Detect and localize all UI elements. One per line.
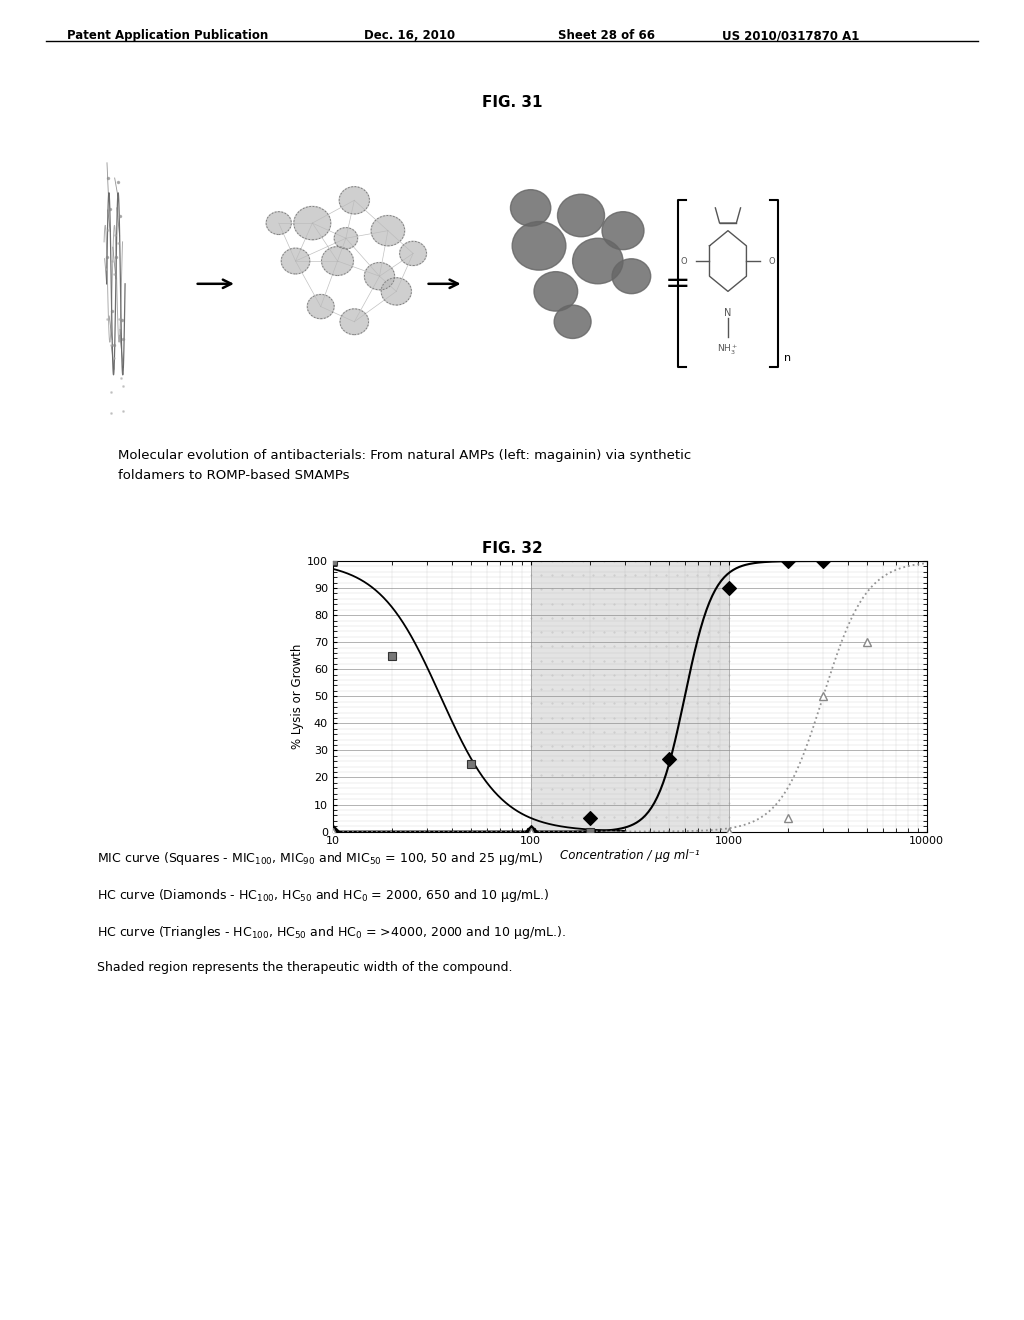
Text: Sheet 28 of 66: Sheet 28 of 66	[558, 29, 655, 42]
Circle shape	[282, 248, 310, 275]
Circle shape	[381, 277, 412, 305]
Text: HC curve (Triangles - HC$_{100}$, HC$_{50}$ and HC$_{0}$ = >4000, 2000 and 10 μg: HC curve (Triangles - HC$_{100}$, HC$_{5…	[97, 924, 566, 941]
Text: O: O	[681, 256, 687, 265]
Text: US 2010/0317870 A1: US 2010/0317870 A1	[722, 29, 859, 42]
X-axis label: Concentration / μg ml⁻¹: Concentration / μg ml⁻¹	[560, 849, 699, 862]
Circle shape	[511, 190, 551, 226]
Circle shape	[602, 211, 644, 249]
Circle shape	[334, 227, 357, 249]
Circle shape	[294, 206, 331, 240]
Text: O: O	[768, 256, 775, 265]
Text: Patent Application Publication: Patent Application Publication	[67, 29, 268, 42]
Text: MIC curve (Squares - MIC$_{100}$, MIC$_{90}$ and MIC$_{50}$ = 100, 50 and 25 μg/: MIC curve (Squares - MIC$_{100}$, MIC$_{…	[97, 850, 544, 867]
Text: Molecular evolution of antibacterials: From natural AMPs (left: magainin) via sy: Molecular evolution of antibacterials: F…	[118, 449, 691, 462]
Circle shape	[339, 186, 370, 214]
Text: foldamers to ROMP-based SMAMPs: foldamers to ROMP-based SMAMPs	[118, 469, 349, 482]
Text: n: n	[784, 354, 792, 363]
Text: N: N	[724, 308, 732, 318]
Circle shape	[371, 215, 404, 246]
Bar	[530, 561, 729, 832]
Circle shape	[322, 247, 353, 276]
Text: HC curve (Diamonds - HC$_{100}$, HC$_{50}$ and HC$_{0}$ = 2000, 650 and 10 μg/mL: HC curve (Diamonds - HC$_{100}$, HC$_{50…	[97, 887, 550, 904]
Text: Shaded region represents the therapeutic width of the compound.: Shaded region represents the therapeutic…	[97, 961, 513, 974]
Circle shape	[534, 272, 578, 312]
Text: NH$_3^+$: NH$_3^+$	[718, 343, 738, 358]
Text: FIG. 32: FIG. 32	[481, 541, 543, 556]
Circle shape	[399, 242, 427, 265]
Y-axis label: % Lysis or Growth: % Lysis or Growth	[291, 644, 304, 748]
Circle shape	[612, 259, 650, 293]
Circle shape	[266, 211, 291, 235]
Circle shape	[365, 263, 394, 290]
Text: FIG. 31: FIG. 31	[481, 95, 543, 110]
Text: Dec. 16, 2010: Dec. 16, 2010	[364, 29, 455, 42]
Circle shape	[572, 238, 623, 284]
Circle shape	[557, 194, 604, 236]
Circle shape	[554, 305, 591, 338]
Circle shape	[340, 309, 369, 335]
Circle shape	[307, 294, 334, 318]
Text: =: =	[665, 269, 690, 298]
Circle shape	[512, 222, 566, 271]
